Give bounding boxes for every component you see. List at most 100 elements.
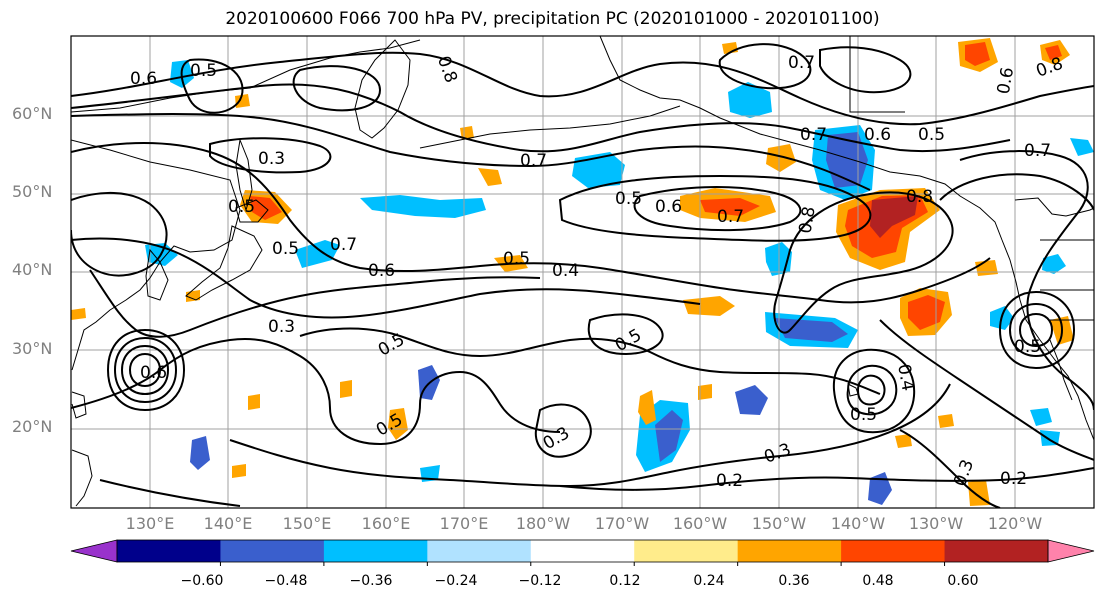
contour-31 [879,319,1094,461]
colorbar-swatch [427,540,532,562]
lon-label: 120°W [987,514,1043,533]
coast-alaska [599,36,1003,241]
contour-27 [558,174,872,242]
shade-blue-12 [190,436,210,470]
contour-label: 0.4 [552,261,579,281]
lat-label: 60°N [12,104,53,123]
contour-14 [587,313,664,356]
contour-label: 0.3 [258,149,285,169]
shade-blue-6 [295,240,340,268]
contour-9 [71,338,561,446]
shade-red-2 [700,198,760,216]
coast-bc [1014,197,1094,217]
contour-label: 0.5 [1014,337,1041,357]
shade-blue-17 [1030,408,1052,426]
colorbar-swatch [117,540,221,562]
contour-label: 0.6 [368,261,395,281]
map-title: 2020100600 F066 700 hPa PV, precipitatio… [225,9,880,29]
contour-30 [899,429,1001,508]
contour-3 [71,113,871,191]
colorbar-tick-label: −0.36 [349,573,393,589]
lon-label: 150°W [751,514,807,533]
shade-orange-9 [478,168,502,186]
shade-orange-17 [895,434,912,448]
colorbar-swatch [220,540,325,562]
contour-label: 0.5 [850,405,877,425]
contour-18 [113,336,178,404]
contour-label: 0.2 [716,471,743,491]
shade-blue-7 [728,82,772,118]
colorbar-extend-max [1047,539,1095,563]
colorbar-tick-label: −0.48 [264,573,308,589]
shade-orange-11 [638,390,656,425]
shade-darkred-1 [870,196,918,238]
contour-label: 0.6 [655,197,682,217]
shade-blue-4 [360,195,486,218]
contour-label: 0.7 [717,207,744,227]
colorbar-swatch [841,540,946,562]
contour-label: 0.5 [503,249,530,269]
colorbar-tick-label: 0.24 [693,573,725,589]
contour-label: 0.5 [615,189,642,209]
contour-28 [959,150,1094,411]
contour-11 [99,479,241,507]
contour-2 [71,83,1011,153]
contour-label: 0.6 [140,363,167,383]
contour-label: 0.4 [893,363,917,393]
contour-12 [559,467,1094,491]
coast-sakhalin [235,138,253,212]
contour-label: 0.2 [1000,469,1027,489]
contour-22 [1008,302,1064,358]
contour-7 [71,192,168,277]
lat-label: 50°N [12,182,53,201]
contour-label: 0.3 [268,317,295,337]
map-frame [70,35,1095,509]
shade-red-5 [1045,45,1062,60]
lat-label: 30°N [12,339,53,358]
contour-25 [773,191,954,334]
contour-15 [846,364,898,416]
coast-asia-east [71,139,241,371]
colorbar-tick-label: −0.24 [434,573,478,589]
colorbar [70,539,1095,566]
shade-blue-16 [1042,254,1066,274]
coast-canada-border [849,36,905,113]
lon-label: 130°E [125,514,175,533]
lon-label: 170°W [594,514,650,533]
colorbar-tick-label: −0.12 [518,573,562,589]
contour-1 [71,51,1094,126]
contour-36 [819,46,912,94]
lon-label: 130°W [908,514,964,533]
shade-orange-25 [248,394,260,410]
contour-32 [180,58,244,114]
shade-darkblue-2 [775,318,848,342]
coast-korea [145,248,169,301]
shade-orange-26 [232,464,246,478]
contour-4 [71,142,991,304]
contour-29 [939,173,1094,211]
coast-japan [185,225,263,301]
shade-orange-16 [340,380,352,398]
lon-label: 140°W [830,514,886,533]
contour-21 [106,328,186,412]
shade-orange-15 [975,260,998,276]
colorbar-tick-label: −0.60 [180,573,224,589]
colorbar-swatch [737,540,842,562]
shade-blue-9 [735,385,768,415]
colorbar-tick-label: 0.48 [862,573,894,589]
colorbar-swatch [944,540,1049,562]
contour-16 [856,374,886,406]
colorbar-tick-label: 0.36 [778,573,810,589]
contour-label: 0.5 [272,239,299,259]
contour-label: 0.8 [795,205,819,235]
colorbar-swatch [323,540,428,562]
colorbar-swatch [530,540,635,562]
coast-philippines [71,449,93,507]
shade-orange-8 [683,296,735,316]
colorbar-tick-label: 0.60 [947,573,979,589]
lon-label: 150°E [282,514,332,533]
shade-orange-19 [235,94,250,108]
contour-34 [209,137,332,174]
lon-label: 170°E [439,514,489,533]
